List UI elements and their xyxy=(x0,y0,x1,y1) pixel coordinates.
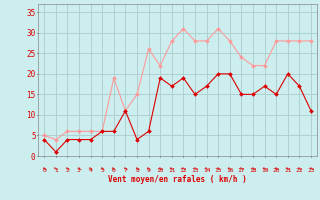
Text: ←: ← xyxy=(134,164,140,171)
Text: ←: ← xyxy=(203,164,210,171)
Text: ←: ← xyxy=(296,164,303,171)
Text: ←: ← xyxy=(76,164,82,171)
Text: ←: ← xyxy=(215,164,221,171)
Text: ←: ← xyxy=(145,164,152,171)
Text: ←: ← xyxy=(64,164,71,171)
Text: ←: ← xyxy=(87,164,94,171)
Text: ←: ← xyxy=(273,164,279,171)
Text: ←: ← xyxy=(99,164,106,171)
Text: ←: ← xyxy=(122,164,129,171)
Text: ←: ← xyxy=(261,164,268,171)
Text: ←: ← xyxy=(227,164,233,171)
X-axis label: Vent moyen/en rafales ( km/h ): Vent moyen/en rafales ( km/h ) xyxy=(108,175,247,184)
Text: ←: ← xyxy=(180,164,187,171)
Text: ←: ← xyxy=(52,164,59,171)
Text: ←: ← xyxy=(169,164,175,171)
Text: ←: ← xyxy=(308,164,314,171)
Text: ←: ← xyxy=(238,164,245,171)
Text: ←: ← xyxy=(41,164,47,171)
Text: ←: ← xyxy=(110,164,117,171)
Text: ←: ← xyxy=(250,164,256,171)
Text: ←: ← xyxy=(157,164,164,171)
Text: ←: ← xyxy=(192,164,198,171)
Text: ←: ← xyxy=(284,164,291,171)
